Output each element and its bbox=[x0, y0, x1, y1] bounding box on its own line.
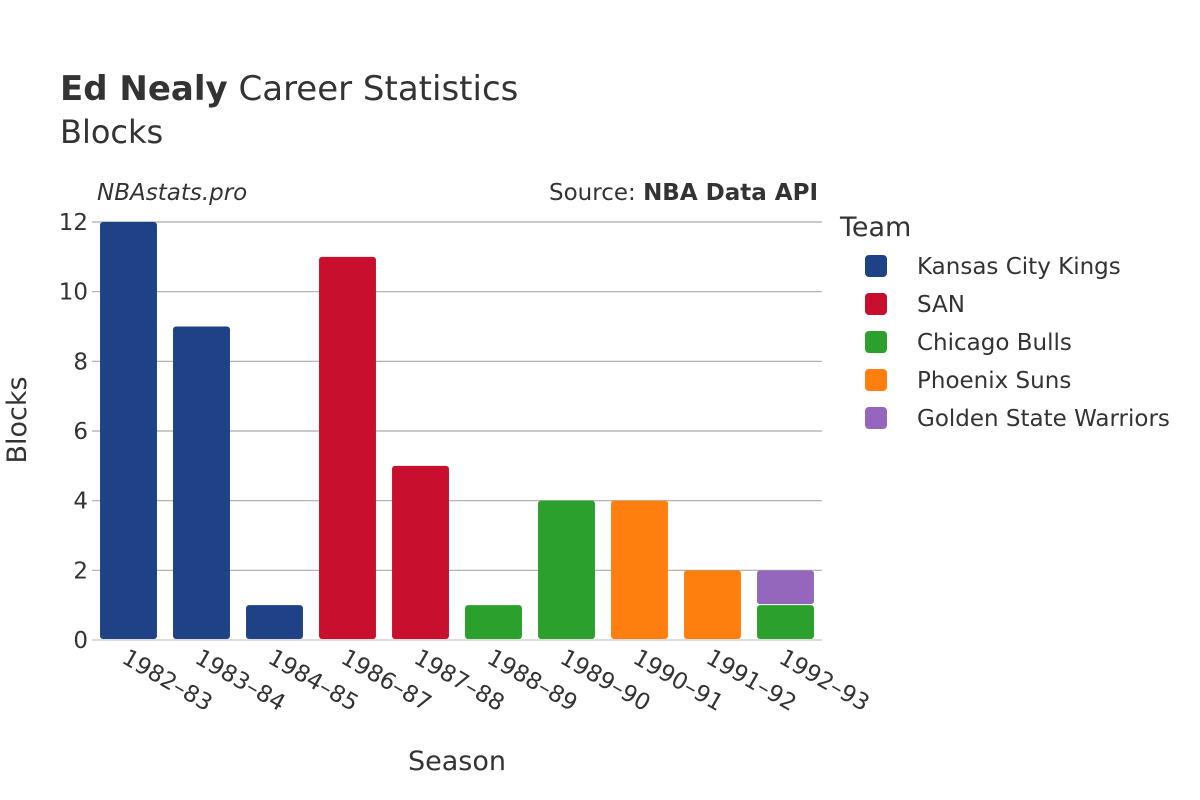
y-tick-label: 2 bbox=[73, 558, 88, 584]
y-tick-label: 8 bbox=[73, 349, 88, 375]
y-tick-label: 10 bbox=[59, 280, 88, 306]
y-tick-label: 12 bbox=[59, 210, 88, 236]
bar bbox=[757, 570, 814, 605]
y-axis-ticks: 0 2 4 6 8 10 12 bbox=[59, 210, 88, 654]
chart-title-rest: Career Statistics bbox=[228, 69, 519, 109]
bar bbox=[319, 256, 376, 639]
source-label: Source: bbox=[549, 180, 643, 206]
y-tick-label: 4 bbox=[73, 489, 88, 515]
bar bbox=[173, 326, 230, 639]
source-value: NBA Data API bbox=[643, 180, 818, 206]
legend-swatch bbox=[865, 407, 887, 429]
watermark: NBAstats.pro bbox=[97, 180, 247, 206]
legend-label: Kansas City Kings bbox=[917, 254, 1121, 280]
bar bbox=[757, 605, 814, 639]
legend-title: Team bbox=[839, 212, 911, 243]
bar bbox=[684, 570, 741, 639]
bar bbox=[538, 500, 595, 639]
y-tick-label: 6 bbox=[73, 419, 88, 445]
bar bbox=[465, 605, 522, 639]
legend-swatch bbox=[865, 255, 887, 277]
bars bbox=[100, 222, 814, 639]
source-note: Source: NBA Data API bbox=[549, 180, 818, 206]
x-axis-ticks: 1982–831983–841984–851986–871987–881988–… bbox=[118, 645, 874, 717]
x-axis-title: Season bbox=[408, 746, 506, 777]
bar bbox=[392, 465, 449, 639]
bar bbox=[100, 222, 157, 639]
legend-items: Kansas City Kings SAN Chicago Bulls Phoenix… bbox=[865, 254, 1170, 432]
legend-label: Golden State Warriors bbox=[917, 406, 1170, 432]
y-axis-title: Blocks bbox=[2, 376, 33, 463]
legend: Team Kansas City Kings SAN Chicago Bulls Ph… bbox=[839, 212, 1170, 432]
legend-label: Phoenix Suns bbox=[917, 368, 1071, 394]
legend-label: SAN bbox=[917, 292, 965, 318]
bar bbox=[246, 605, 303, 639]
chart-subtitle: Blocks bbox=[60, 113, 163, 151]
legend-swatch bbox=[865, 331, 887, 353]
y-tick-label: 0 bbox=[73, 628, 88, 654]
bar bbox=[611, 500, 668, 639]
legend-swatch bbox=[865, 369, 887, 391]
legend-label: Chicago Bulls bbox=[917, 330, 1072, 356]
legend-swatch bbox=[865, 293, 887, 315]
chart-title-player: Ed Nealy bbox=[60, 69, 228, 109]
chart-title: Ed Nealy Career Statistics bbox=[60, 69, 518, 109]
